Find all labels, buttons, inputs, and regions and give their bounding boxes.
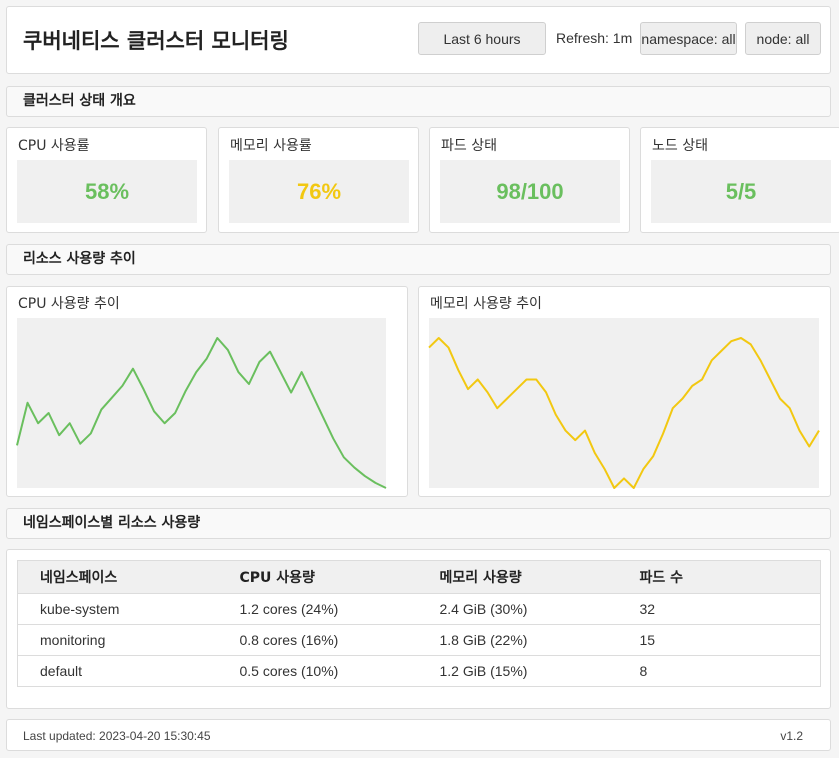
- chart-title: 메모리 사용량 추이: [430, 296, 542, 312]
- chart-panel-memory: 메모리 사용량 추이: [418, 286, 831, 497]
- dashboard-header: 쿠버네티스 클러스터 모니터링 Last 6 hours Refresh: 1m…: [6, 6, 831, 74]
- cell-memory: 1.8 GiB (22%): [417, 624, 618, 656]
- memory-trend-chart: [428, 337, 820, 489]
- chart-title: CPU 사용량 추이: [18, 296, 120, 312]
- stat-value: 98/100: [440, 160, 620, 223]
- cell-pods: 15: [617, 624, 821, 656]
- stat-label: 메모리 사용률: [230, 138, 312, 154]
- stat-card-cpu: CPU 사용률 58%: [6, 127, 207, 233]
- section-title-overview: 클러스터 상태 개요: [6, 86, 831, 117]
- refresh-interval-label[interactable]: Refresh: 1m: [556, 30, 633, 46]
- stat-value: 76%: [229, 160, 409, 223]
- page-title: 쿠버네티스 클러스터 모니터링: [23, 29, 289, 53]
- version-label: v1.2: [780, 729, 803, 743]
- last-updated-text: Last updated: 2023-04-20 15:30:45: [23, 729, 211, 743]
- namespace-filter-button[interactable]: namespace: all: [640, 22, 737, 55]
- cell-pods: 32: [617, 593, 821, 625]
- section-title-trends: 리소스 사용량 추이: [6, 244, 831, 275]
- table-header-row: 네임스페이스 CPU 사용량 메모리 사용량 파드 수: [17, 560, 821, 594]
- column-header-namespace[interactable]: 네임스페이스: [17, 560, 218, 594]
- stat-card-memory: 메모리 사용률 76%: [218, 127, 419, 233]
- stat-card-pods: 파드 상태 98/100: [429, 127, 630, 233]
- trend-line: [428, 337, 820, 489]
- stat-value: 5/5: [651, 160, 831, 223]
- cell-memory: 2.4 GiB (30%): [417, 593, 618, 625]
- section-title-namespace: 네임스페이스별 리소스 사용량: [6, 508, 831, 539]
- column-header-pods[interactable]: 파드 수: [617, 560, 821, 594]
- cell-namespace: kube-system: [17, 593, 218, 625]
- namespace-table-panel: 네임스페이스 CPU 사용량 메모리 사용량 파드 수 kube-system …: [6, 549, 831, 709]
- cell-cpu: 0.8 cores (16%): [217, 624, 418, 656]
- stat-card-nodes: 노드 상태 5/5: [640, 127, 839, 233]
- dashboard-footer: Last updated: 2023-04-20 15:30:45 v1.2: [6, 719, 831, 751]
- time-range-button[interactable]: Last 6 hours: [418, 22, 546, 55]
- namespace-table: 네임스페이스 CPU 사용량 메모리 사용량 파드 수 kube-system …: [17, 560, 821, 687]
- column-header-memory[interactable]: 메모리 사용량: [417, 560, 618, 594]
- cell-cpu: 0.5 cores (10%): [217, 655, 418, 687]
- cpu-trend-chart: [16, 337, 387, 489]
- cell-memory: 1.2 GiB (15%): [417, 655, 618, 687]
- cell-cpu: 1.2 cores (24%): [217, 593, 418, 625]
- column-header-cpu[interactable]: CPU 사용량: [217, 560, 418, 594]
- stat-label: CPU 사용률: [18, 138, 90, 154]
- chart-plot-area: [428, 318, 820, 489]
- stat-value: 58%: [17, 160, 197, 223]
- table-row[interactable]: kube-system 1.2 cores (24%) 2.4 GiB (30%…: [17, 593, 821, 625]
- stat-label: 노드 상태: [652, 138, 708, 154]
- cell-pods: 8: [617, 655, 821, 687]
- trend-line: [16, 337, 387, 489]
- cell-namespace: default: [17, 655, 218, 687]
- chart-panel-cpu: CPU 사용량 추이: [6, 286, 408, 497]
- stat-label: 파드 상태: [441, 138, 497, 154]
- node-filter-button[interactable]: node: all: [745, 22, 821, 55]
- cell-namespace: monitoring: [17, 624, 218, 656]
- table-row[interactable]: monitoring 0.8 cores (16%) 1.8 GiB (22%)…: [17, 624, 821, 656]
- chart-plot-area: [16, 318, 387, 489]
- table-row[interactable]: default 0.5 cores (10%) 1.2 GiB (15%) 8: [17, 655, 821, 687]
